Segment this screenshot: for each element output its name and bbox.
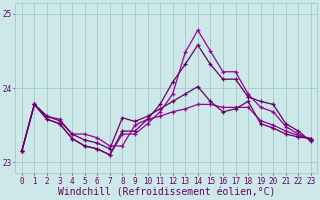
X-axis label: Windchill (Refroidissement éolien,°C): Windchill (Refroidissement éolien,°C) bbox=[58, 187, 275, 197]
